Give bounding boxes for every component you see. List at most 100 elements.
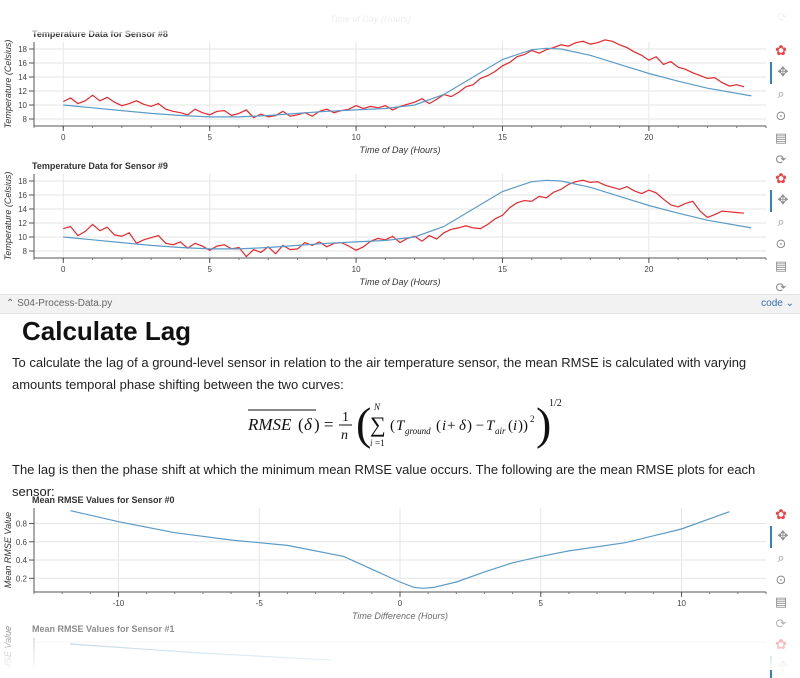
series-line-1 <box>63 179 752 250</box>
svg-text:1: 1 <box>342 410 349 425</box>
x-tick-label: -10 <box>113 599 125 608</box>
x-tick-label: 10 <box>352 133 361 142</box>
svg-text:(: ( <box>436 418 441 434</box>
cell-collapse-toggle[interactable]: ⌃ S04-Process-Data.py <box>6 298 112 309</box>
x-tick-label: 0 <box>398 599 403 608</box>
svg-text:δ: δ <box>304 415 313 434</box>
y-axis-label: Mean RMSE Value <box>3 626 13 670</box>
sensor-9-chart[interactable]: Temperature Data for Sensor #9 0 5 10 15 20 8 1… <box>0 156 770 290</box>
y-tick-label: 10 <box>18 101 27 110</box>
svg-text:(: ( <box>390 418 395 434</box>
top-partial-reset-icon[interactable]: ⟳ <box>776 10 788 24</box>
x-tick-label: -5 <box>256 599 264 608</box>
y-axis-label: Temperature (Celsius) <box>3 40 13 129</box>
svg-text:1/2: 1/2 <box>549 398 562 409</box>
x-tick-label: 0 <box>61 265 66 274</box>
series-line-1 <box>63 47 752 118</box>
plot-toolbar: ✿ ✥ ⌕ ⊙ ▤ ⟳ <box>770 40 792 172</box>
x-tick-label: 10 <box>352 265 361 274</box>
save-icon[interactable]: ▤ <box>774 131 788 146</box>
box-zoom-icon[interactable]: ⌕ <box>777 87 785 102</box>
chevron-up-icon: ⌃ <box>6 298 15 309</box>
svg-text:) =: ) = <box>314 415 334 434</box>
rmse-sensor-0-chart[interactable]: Mean RMSE Values for Sensor #0 -10 -5 0 5 10 0… <box>0 490 770 622</box>
save-icon[interactable]: ▤ <box>774 259 788 274</box>
bokeh-logo-icon[interactable]: ✿ <box>775 171 787 187</box>
svg-text:(: ( <box>298 415 304 434</box>
svg-text:RMSE: RMSE <box>247 415 292 434</box>
x-tick-label: 5 <box>207 133 212 142</box>
wheel-zoom-icon[interactable]: ⊙ <box>775 573 787 588</box>
svg-text:N: N <box>373 402 381 412</box>
x-tick-label: 20 <box>644 265 653 274</box>
x-tick-label: 15 <box>498 265 507 274</box>
y-tick-label: 0.8 <box>16 520 28 529</box>
svg-text:i: i <box>513 418 517 434</box>
y-axis-label: Temperature (Celsius) <box>3 172 13 261</box>
svg-text:=1: =1 <box>375 438 385 448</box>
svg-text:) −: ) − <box>467 418 484 434</box>
x-tick-label: 20 <box>644 133 653 142</box>
sensor-8-chart[interactable]: Temperature Data for Sensor #8 0 5 10 15 20 8 1… <box>0 26 770 158</box>
bokeh-logo-icon[interactable]: ✿ <box>775 507 787 523</box>
series-line-0 <box>70 510 730 589</box>
svg-text:)): )) <box>518 418 528 434</box>
y-tick-label: 0.4 <box>16 556 28 565</box>
plot-toolbar: ✿ ✥ ⌕ ⊙ ▤ ⟳ <box>770 168 792 300</box>
bokeh-logo-icon[interactable]: ✿ <box>775 43 787 59</box>
y-tick-label: 0.2 <box>16 574 28 583</box>
svg-text:i: i <box>442 418 446 434</box>
pan-icon[interactable]: ✥ <box>770 656 794 678</box>
rmse-sensor-1-chart[interactable]: Mean RMSE Values for Sensor #1 Mean RMSE … <box>0 620 770 670</box>
svg-text:n: n <box>341 428 348 443</box>
rmse-sensor-0-plot[interactable]: Mean RMSE Values for Sensor #0 -10 -5 0 5 10 0… <box>0 490 800 632</box>
y-tick-label: 14 <box>18 205 27 214</box>
svg-text:T: T <box>396 418 406 434</box>
section-heading: Calculate Lag <box>22 316 192 346</box>
y-tick-label: 8 <box>23 115 28 124</box>
svg-text:∑: ∑ <box>370 412 386 437</box>
sensor-9-plot[interactable]: Temperature Data for Sensor #9 0 5 10 15 20 8 1… <box>0 156 800 296</box>
y-tick-label: 16 <box>18 191 27 200</box>
x-tick-label: 5 <box>207 265 212 274</box>
chart-title: Temperature Data for Sensor #9 <box>32 161 168 171</box>
x-axis-label: Time of Day (Hours) <box>360 145 441 155</box>
y-tick-label: 0.6 <box>16 538 28 547</box>
after-paragraph: The lag is then the phase shift at which… <box>12 462 756 499</box>
reset-icon[interactable]: ⟳ <box>775 281 787 296</box>
plot-toolbar: ✿ ✥ ⌕ ⊙ ▤ ⟳ <box>770 504 792 636</box>
svg-text:): ) <box>536 398 551 449</box>
sensor-8-plot[interactable]: Temperature Data for Sensor #8 0 5 10 15 20 8 1… <box>0 26 800 168</box>
intro-paragraph: To calculate the lag of a ground-level s… <box>12 355 747 392</box>
svg-text:(: ( <box>356 398 371 449</box>
bokeh-logo-icon[interactable]: ✿ <box>775 637 787 653</box>
pan-icon[interactable]: ✥ <box>770 526 794 548</box>
series-line-0 <box>63 179 745 258</box>
y-tick-label: 16 <box>18 59 27 68</box>
box-zoom-icon[interactable]: ⌕ <box>777 215 785 230</box>
y-tick-label: 18 <box>18 177 27 186</box>
top-partial-axis-label: Time of Day (Hours) <box>330 14 411 24</box>
rmse-sensor-1-plot[interactable]: Mean RMSE Values for Sensor #1 Mean RMSE … <box>0 620 800 678</box>
box-zoom-icon[interactable]: ⌕ <box>777 551 785 566</box>
svg-text:(: ( <box>508 418 513 434</box>
code-toggle-button[interactable]: code ⌄ <box>761 298 794 309</box>
pan-icon[interactable]: ✥ <box>770 62 794 84</box>
pan-icon[interactable]: ✥ <box>770 190 794 212</box>
reset-icon[interactable]: ⟳ <box>775 153 787 168</box>
save-icon[interactable]: ▤ <box>774 595 788 610</box>
svg-text:i: i <box>370 438 373 448</box>
svg-text:δ: δ <box>459 418 467 434</box>
cell-filename: S04-Process-Data.py <box>17 298 113 309</box>
x-tick-label: 5 <box>539 599 544 608</box>
y-tick-label: 12 <box>18 87 27 96</box>
plot-toolbar: ✿ ✥ <box>770 634 792 678</box>
wheel-zoom-icon[interactable]: ⊙ <box>775 109 787 124</box>
svg-text:+: + <box>447 418 455 434</box>
chart-title: Mean RMSE Values for Sensor #0 <box>32 495 175 505</box>
series-line-0 <box>69 643 331 661</box>
x-tick-label: 15 <box>498 133 507 142</box>
wheel-zoom-icon[interactable]: ⊙ <box>775 237 787 252</box>
chevron-down-icon: ⌄ <box>785 298 794 309</box>
code-cell-bar[interactable]: ⌃ S04-Process-Data.py code ⌄ <box>0 294 800 314</box>
